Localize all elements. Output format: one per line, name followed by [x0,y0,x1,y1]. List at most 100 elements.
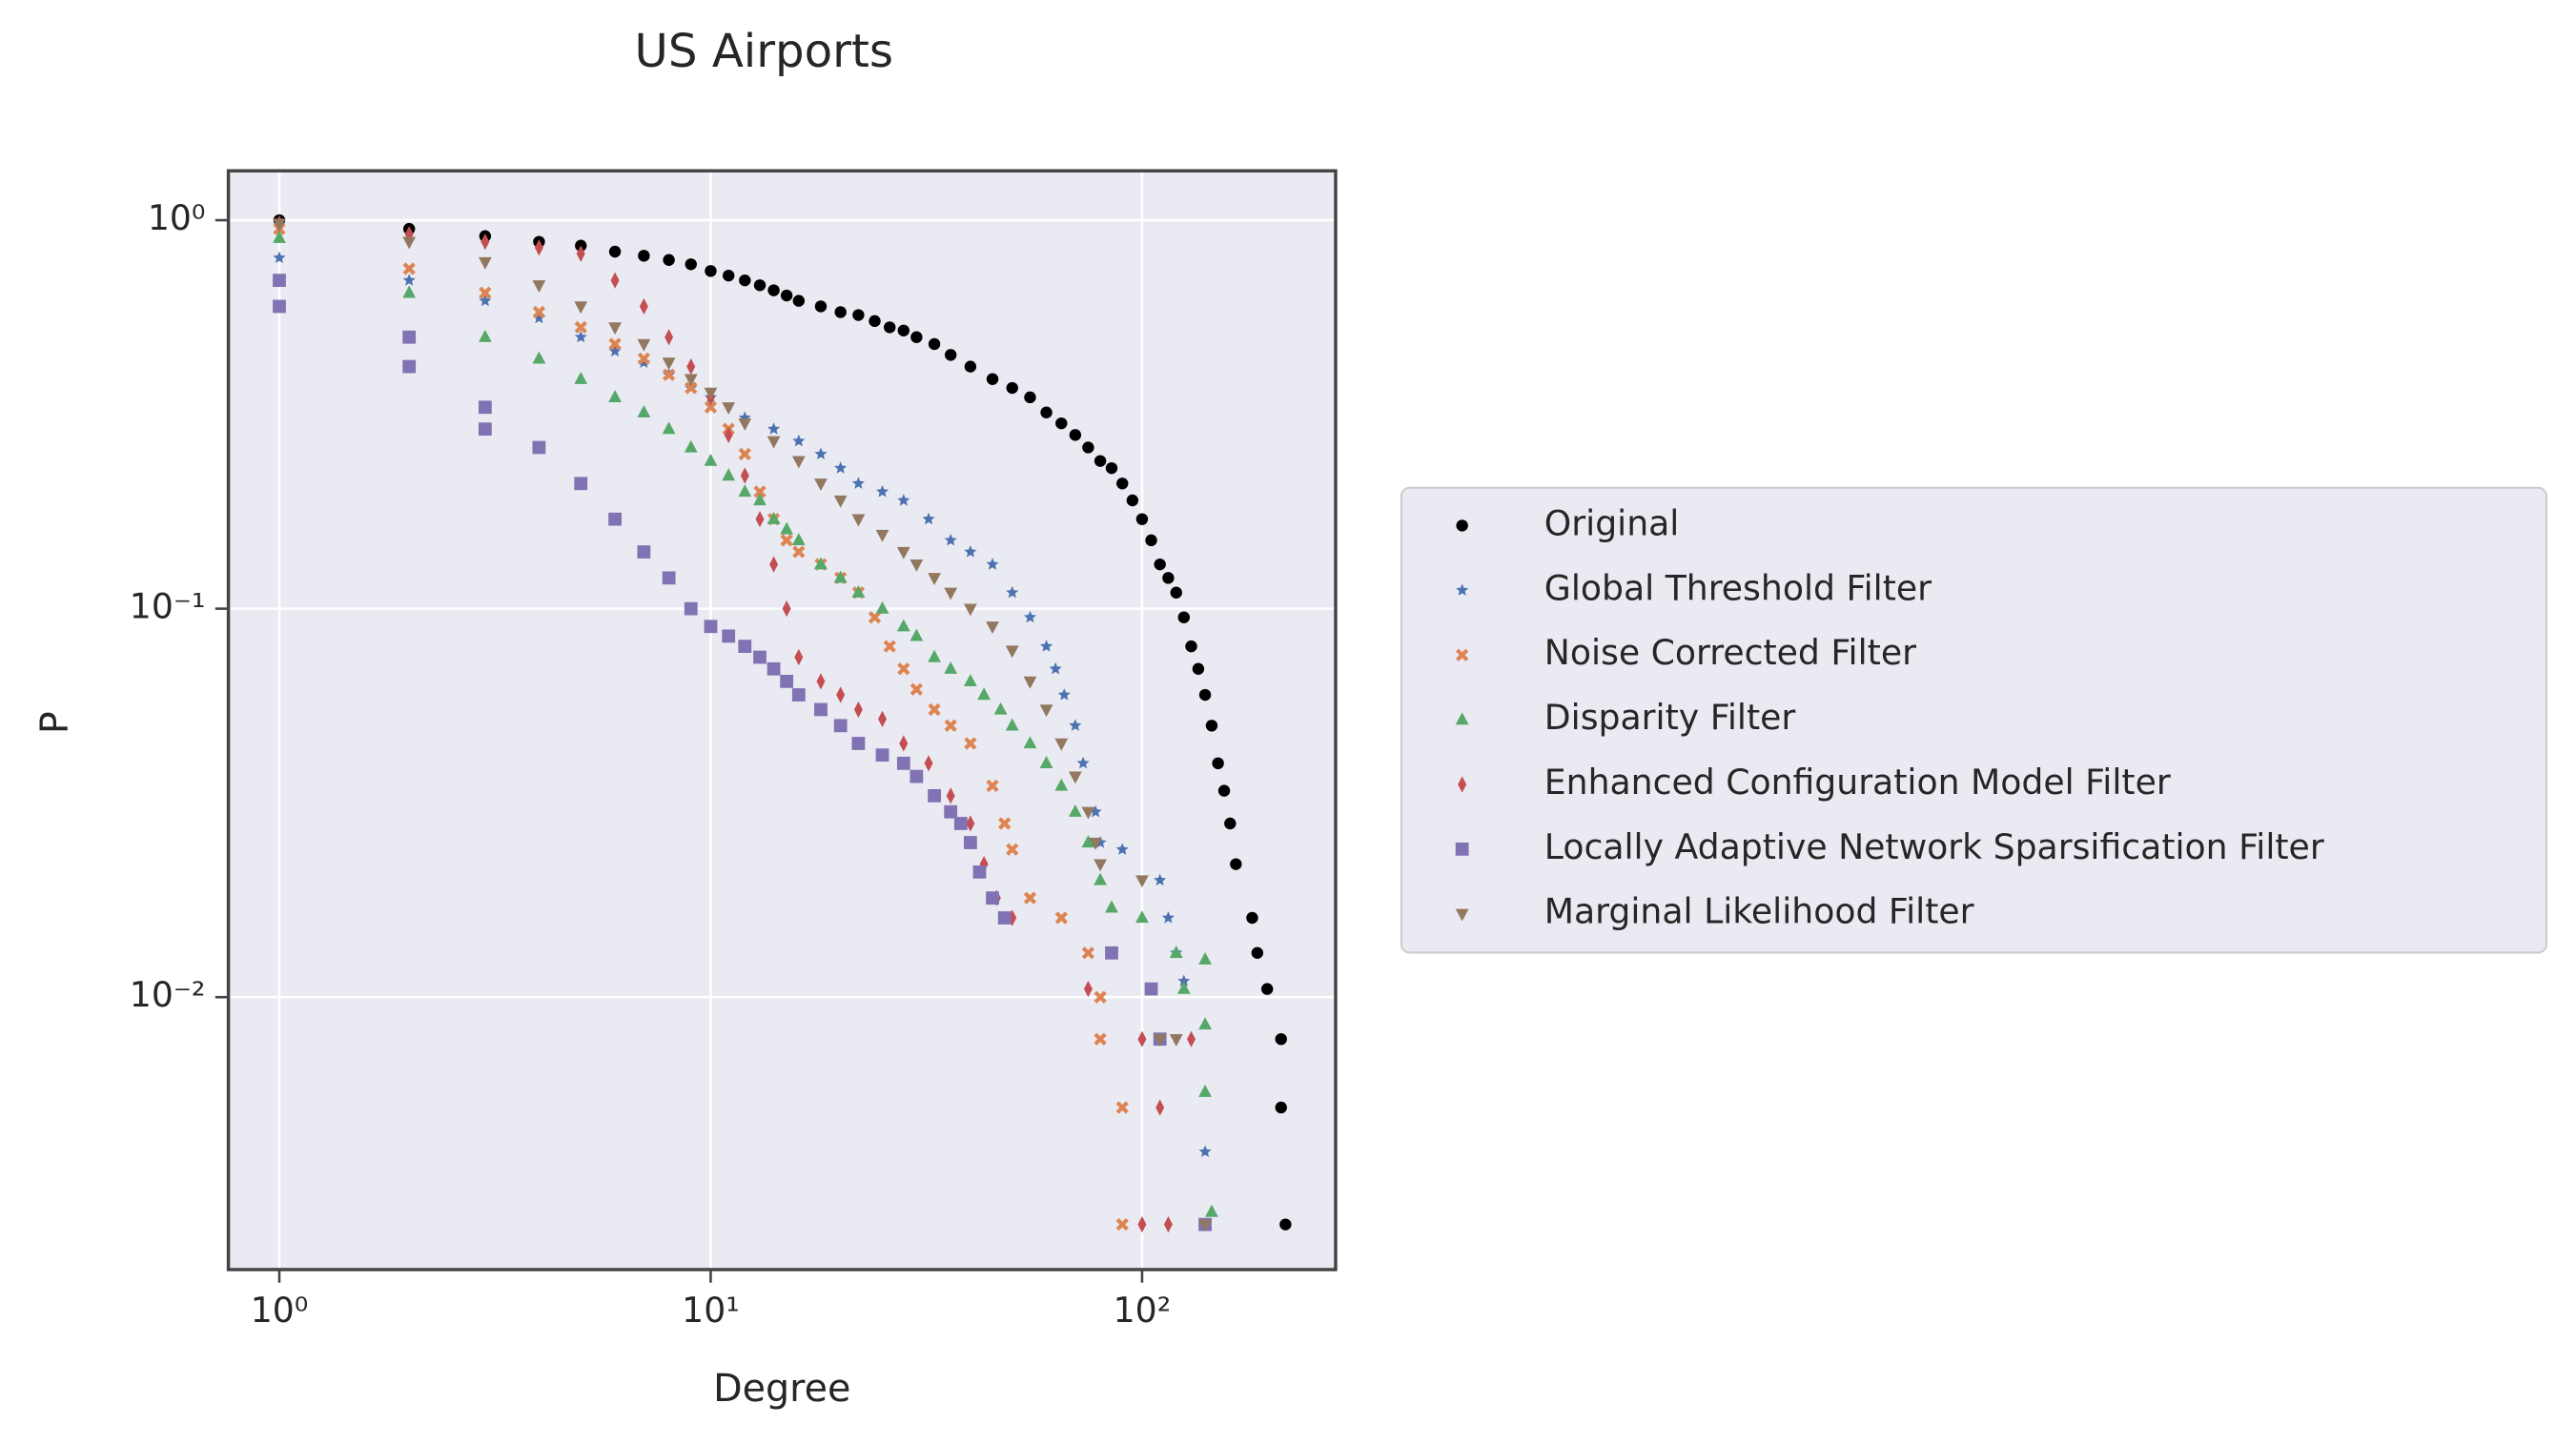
point [928,788,941,803]
point [1205,720,1218,732]
point [402,236,417,250]
point [684,374,698,387]
point [884,321,896,334]
point [576,245,585,262]
y-tick-label: 10⁻¹ [130,586,206,627]
legend-marker [1455,908,1469,922]
point [1094,859,1107,872]
point [685,258,697,271]
point [833,719,848,733]
point [1126,494,1139,507]
point [662,421,676,435]
point [928,649,941,662]
point [1185,640,1197,653]
point [402,274,416,286]
legend-label: Original [1544,502,1680,543]
point [1094,1032,1107,1046]
point [1217,784,1231,797]
point [1260,983,1274,995]
plot-background [228,171,1336,1271]
point [928,573,941,586]
point [740,467,749,484]
point [608,512,622,526]
point [814,557,828,570]
point [704,387,718,400]
point [753,485,767,498]
plot-frame [226,169,1338,1271]
point [767,422,781,435]
point [402,285,417,298]
point [883,640,896,653]
point [998,817,1012,830]
point [722,402,736,416]
point [663,254,675,266]
point [532,311,545,324]
point [1198,1017,1212,1030]
point [792,434,806,447]
point [574,320,587,335]
point [964,737,977,750]
point [1153,1034,1167,1047]
point [1176,981,1191,994]
point [1068,803,1082,817]
legend-label: Enhanced Configuration Model Filter [1544,762,2171,803]
point [1023,610,1037,623]
point [704,620,718,634]
point [753,493,767,506]
point [868,611,882,624]
point [1198,951,1212,965]
point [273,251,286,264]
point [963,674,977,687]
point [1169,946,1183,958]
point [638,250,650,262]
point [1144,982,1158,996]
point [964,545,977,558]
point [993,702,1008,715]
point [814,702,828,717]
point [875,529,889,542]
legend-label: Locally Adaptive Network Sparsification … [1544,826,2324,867]
point [1082,441,1094,454]
point [273,230,286,243]
point [1069,429,1082,441]
point [1055,417,1068,430]
point [1135,910,1149,924]
point [610,272,620,289]
point [1039,756,1053,768]
point [685,381,698,395]
point [402,359,417,374]
x-tick-label: 10¹ [682,1290,740,1331]
point [814,447,828,459]
point [769,556,779,573]
point [792,295,806,307]
point [1135,513,1149,525]
legend-label: Global Threshold Filter [1544,567,1932,608]
point [574,301,588,315]
point [273,299,286,314]
point [664,329,674,346]
y-tick-label: 10⁰ [148,197,206,238]
point [1154,558,1166,571]
point [1105,900,1118,913]
point [1054,911,1068,925]
point [791,456,806,469]
point [1094,455,1107,467]
point [753,650,767,664]
point [1023,676,1037,689]
point [1069,719,1082,731]
point [834,306,847,318]
point [639,297,648,315]
point [944,661,958,674]
point [1039,704,1053,718]
point [1115,843,1129,855]
point [1105,946,1118,960]
y-tick-label: 10⁻² [130,974,206,1015]
point [1170,586,1182,599]
point [767,661,781,676]
point [852,309,865,321]
point [1116,478,1129,490]
point [972,864,987,879]
point [1137,1216,1147,1233]
point [922,512,935,525]
